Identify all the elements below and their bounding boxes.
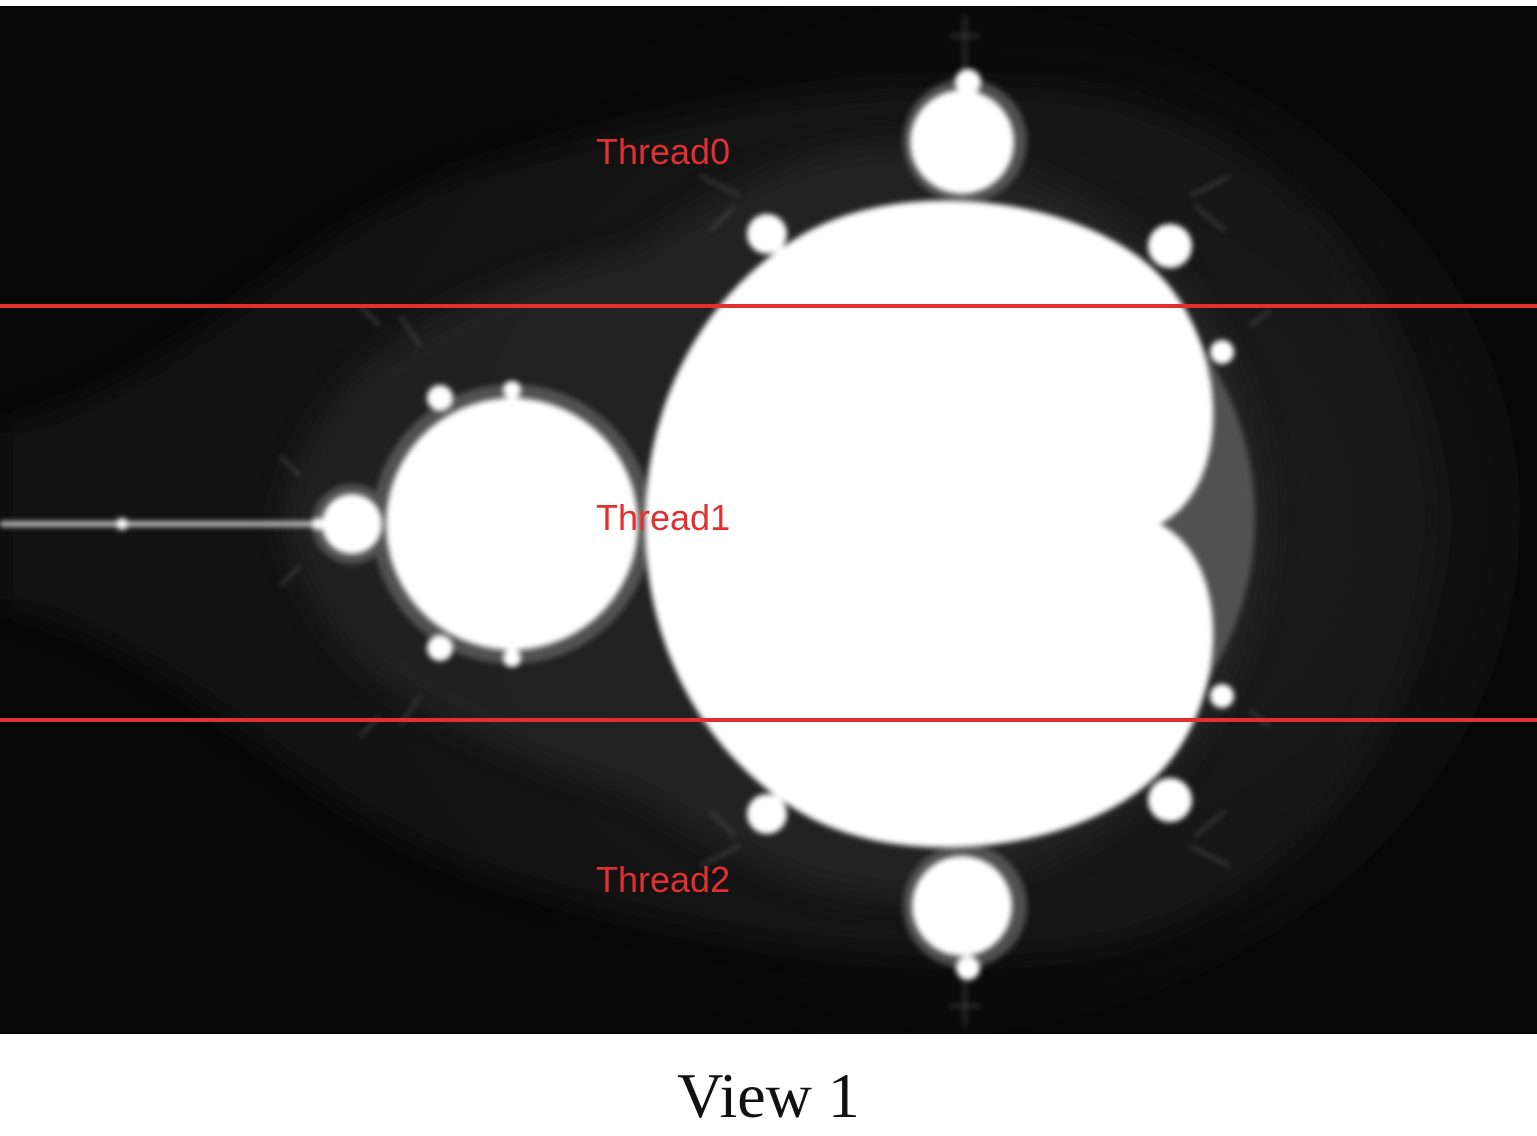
thread-label-2: Thread2 [596,859,731,900]
mandelbrot-svg [0,6,1537,1034]
thread-dividers [0,304,1537,722]
thread-label-0: Thread0 [596,131,731,172]
thread-label-1: Thread1 [596,497,731,538]
figure-caption: View 1 [677,1060,860,1131]
mandelbrot-image: Thread0 Thread1 Thread2 [0,6,1537,1034]
mandelbrot-set [0,69,1234,980]
